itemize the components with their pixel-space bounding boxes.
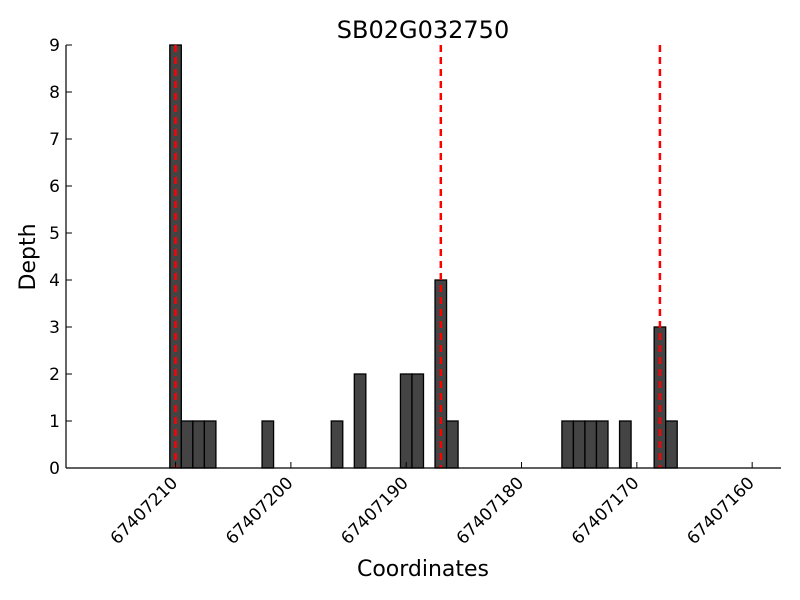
y-tick-label: 5: [49, 224, 60, 244]
y-tick-label: 2: [49, 365, 60, 385]
bar: [445, 420, 459, 469]
marker-lines-layer: [174, 45, 662, 468]
x-ticks-layer: 67407210 67407200 67407190 67407180 67407170…: [107, 462, 759, 549]
bar: [584, 420, 598, 469]
y-tick-label: 4: [49, 271, 60, 291]
chart-title: SB02G032750: [337, 16, 509, 44]
bar: [595, 420, 609, 469]
y-tick-label: 1: [49, 412, 60, 432]
x-tick-label: 67407180: [453, 473, 528, 548]
bar: [330, 420, 344, 469]
bar: [261, 420, 275, 469]
x-tick-label: 67407160: [683, 473, 758, 548]
bar: [572, 420, 586, 469]
y-tick-label: 8: [49, 83, 60, 103]
bar: [411, 373, 425, 469]
bar: [561, 420, 575, 469]
y-tick-label: 0: [49, 459, 60, 479]
bars-layer: [169, 44, 678, 469]
y-tick-label: 6: [49, 177, 60, 197]
bar: [618, 420, 632, 469]
bar: [192, 420, 206, 469]
x-axis-label: Coordinates: [357, 557, 489, 582]
bar: [180, 420, 194, 469]
axes-layer: [65, 45, 781, 469]
bar: [665, 420, 678, 469]
x-tick-label: 67407190: [337, 473, 412, 548]
x-tick-label: 67407170: [568, 473, 643, 548]
bar: [203, 420, 217, 469]
x-tick-label: 67407210: [107, 473, 182, 548]
bar: [399, 373, 413, 469]
bar: [353, 373, 367, 469]
y-ticks-layer: 0 1 2 3 4 5 6 7 8 9: [49, 36, 72, 479]
y-axis-label: Depth: [16, 223, 41, 290]
y-tick-label: 7: [49, 130, 60, 150]
x-tick-label: 67407200: [222, 473, 297, 548]
y-tick-label: 9: [49, 36, 60, 56]
y-tick-label: 3: [49, 318, 60, 338]
